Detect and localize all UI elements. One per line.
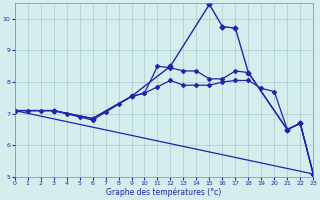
X-axis label: Graphe des températures (°c): Graphe des températures (°c)	[106, 188, 221, 197]
